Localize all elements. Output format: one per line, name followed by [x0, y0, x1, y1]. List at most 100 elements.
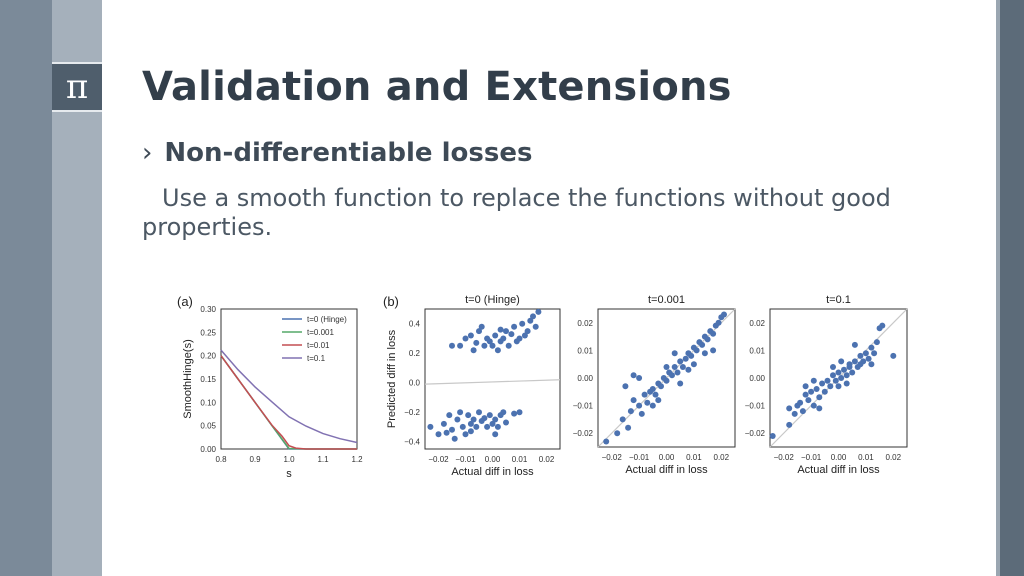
chart4-data-point	[876, 325, 883, 332]
chart1-series-line	[220, 355, 357, 450]
chart3-data-point	[693, 347, 700, 354]
chart4-data-point	[824, 377, 831, 384]
chart1-panel-label: (a)	[177, 294, 193, 309]
chart2-data-point	[454, 416, 461, 423]
chart4-data-point	[857, 352, 864, 359]
chart1-xlabel: s	[286, 468, 292, 480]
chart2-data-point	[484, 423, 491, 430]
chart1-xtick-label: 0.9	[249, 455, 261, 464]
chart4-data-point	[827, 383, 834, 390]
chart3-data-point	[614, 430, 621, 437]
sidebar-band-left	[0, 0, 52, 576]
chart4-data-point	[805, 397, 812, 404]
chart2-data-point	[494, 347, 501, 354]
chart2-data-point	[465, 412, 472, 419]
right-band-light	[996, 0, 1000, 576]
chart4-data-point	[802, 391, 809, 398]
chart2-data-point	[486, 412, 493, 419]
chart3-data-point	[627, 408, 634, 415]
chart2-data-point	[500, 409, 507, 416]
chart2-data-point	[532, 323, 539, 330]
chart3-data-point	[625, 424, 632, 431]
chart4-data-point	[816, 394, 823, 401]
chart3-data-point	[699, 341, 706, 348]
chart2-data-point	[527, 317, 534, 324]
chart3-data-point	[630, 372, 637, 379]
chart4-data-point	[830, 364, 836, 370]
chart3-data-point	[666, 369, 673, 376]
chart2-data-point	[476, 409, 482, 416]
chart3-title: t=0.001	[648, 294, 685, 306]
chart2-data-point	[497, 338, 504, 345]
chart4-data-point	[808, 388, 815, 395]
chart2-data-point	[508, 331, 515, 338]
chart2-data-point	[497, 326, 504, 333]
chart2-data-point	[467, 428, 474, 435]
chart1-ytick-label: 0.05	[200, 422, 216, 431]
chart3-data-point	[679, 364, 686, 370]
chart3-data-point	[603, 438, 610, 445]
chart3-data-point	[677, 380, 684, 387]
chart3-data-point	[704, 336, 711, 343]
chart3-data-point	[636, 402, 643, 409]
chart1-series-line	[220, 355, 357, 450]
chart3-xtick-label: −0.02	[602, 453, 623, 462]
chart3-data-point	[652, 391, 659, 398]
chart2-data-point	[505, 342, 512, 349]
chart3-data-point	[710, 347, 717, 354]
chart1-legend-label: t=0.01	[307, 341, 330, 350]
chart4-data-point	[830, 372, 836, 379]
pi-logo-icon: π	[52, 62, 102, 112]
chart3-ytick-label: 0.01	[577, 346, 593, 355]
chart1-xtick-label: 0.8	[215, 455, 227, 464]
chart3-data-point	[638, 410, 645, 417]
chart4-data-point	[786, 421, 793, 428]
chart1-ylabel: SmoothHinge(s)	[182, 339, 194, 418]
chart3-data-point	[685, 366, 692, 373]
chart4-data-point	[851, 358, 858, 365]
chart2-data-point	[462, 335, 469, 342]
chart2-data-point	[451, 435, 458, 442]
chart3-data-point	[718, 314, 725, 321]
chart2-data-point	[467, 332, 474, 339]
chart4-data-point	[871, 350, 878, 357]
chart2-data-point	[473, 339, 480, 346]
chart1-legend-label: t=0.001	[307, 328, 334, 337]
chart2-data-point	[457, 409, 464, 416]
chart3-xtick-label: −0.01	[629, 453, 650, 462]
chart2-data-point	[443, 429, 450, 436]
chart4-xtick-label: 0.00	[831, 453, 847, 462]
chart1-ytick-label: 0.10	[200, 398, 216, 407]
chart3-data-point	[655, 397, 662, 404]
chart4-data-point	[862, 350, 869, 357]
chart3-data-point	[647, 388, 654, 395]
chart2-data-point	[492, 332, 499, 339]
chart3-data-point	[682, 355, 689, 362]
chart4-ytick-label: 0.01	[749, 346, 765, 355]
chart2-plot-area	[424, 308, 561, 450]
chart2-ytick-label: 0.4	[409, 320, 421, 329]
chart2-data-point	[516, 335, 523, 342]
chart2-data-point	[489, 420, 496, 427]
chart4-ytick-label: 0.02	[749, 319, 765, 328]
chart1-series-line	[220, 355, 357, 450]
chart3-data-point	[663, 364, 670, 370]
chart4-data-point	[851, 341, 858, 348]
chart4-data-point	[786, 405, 793, 412]
chart3-data-point	[619, 416, 626, 423]
chart2-data-point	[427, 423, 434, 430]
chart2-data-point	[511, 323, 518, 330]
chart4-data-point	[865, 355, 872, 362]
chart4-data-point	[838, 358, 845, 365]
chart3-data-point	[677, 358, 684, 365]
chart4-data-point	[799, 408, 806, 415]
chart1-ytick-label: 0.30	[200, 305, 216, 314]
chart4-xtick-label: 0.02	[886, 453, 902, 462]
chart3-xlabel: Actual diff in loss	[625, 464, 708, 476]
chart3-data-point	[644, 399, 651, 406]
chart4-data-point	[794, 402, 801, 409]
chart2-fit-line	[424, 379, 561, 385]
chart4-data-point	[854, 364, 861, 370]
chart2-data-point	[492, 431, 499, 438]
chart4-data-point	[890, 352, 897, 359]
